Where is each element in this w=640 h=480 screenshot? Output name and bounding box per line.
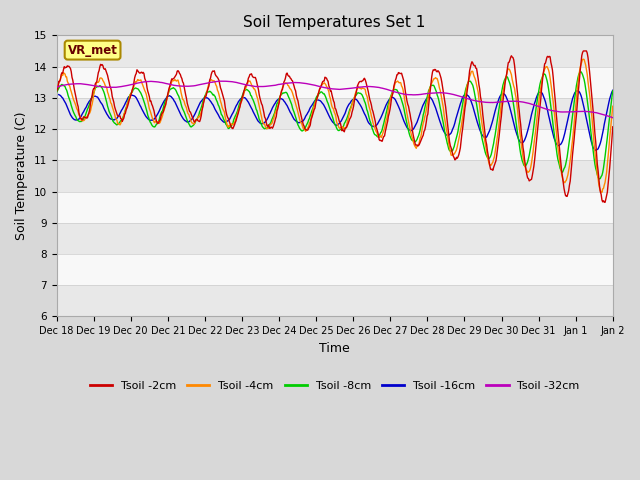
- Tsoil -8cm: [63, 87, 70, 93]
- Tsoil -2cm: [579, 48, 587, 54]
- Y-axis label: Soil Temperature (C): Soil Temperature (C): [15, 112, 28, 240]
- X-axis label: Time: Time: [319, 342, 350, 355]
- Bar: [56, 36, 612, 67]
- Tsoil -4cm: [403, 106, 410, 112]
- Tsoil -32cm: [206, 80, 214, 85]
- Tsoil -4cm: [177, 85, 184, 91]
- Tsoil -8cm: [177, 98, 184, 104]
- Tsoil -2cm: [609, 124, 616, 130]
- Tsoil -16cm: [177, 111, 184, 117]
- Tsoil -4cm: [52, 87, 60, 93]
- Tsoil -32cm: [52, 84, 60, 90]
- Bar: [56, 98, 612, 129]
- Bar: [56, 160, 612, 192]
- Tsoil -8cm: [52, 90, 60, 96]
- Tsoil -32cm: [419, 91, 427, 97]
- Bar: [56, 254, 612, 285]
- Tsoil -16cm: [609, 87, 616, 93]
- Bar: [56, 285, 612, 316]
- Tsoil -32cm: [220, 78, 227, 84]
- Tsoil -16cm: [403, 123, 410, 129]
- Tsoil -32cm: [177, 83, 184, 89]
- Tsoil -4cm: [598, 190, 605, 195]
- Tsoil -4cm: [63, 74, 70, 80]
- Tsoil -32cm: [609, 115, 616, 120]
- Legend: Tsoil -2cm, Tsoil -4cm, Tsoil -8cm, Tsoil -16cm, Tsoil -32cm: Tsoil -2cm, Tsoil -4cm, Tsoil -8cm, Tsoi…: [85, 376, 584, 395]
- Tsoil -16cm: [419, 104, 426, 109]
- Line: Tsoil -32cm: Tsoil -32cm: [56, 81, 612, 118]
- Tsoil -2cm: [120, 115, 127, 121]
- Tsoil -2cm: [403, 94, 410, 99]
- Tsoil -2cm: [419, 134, 426, 140]
- Tsoil -2cm: [177, 72, 184, 77]
- Tsoil -2cm: [206, 77, 214, 83]
- Bar: [56, 192, 612, 223]
- Tsoil -8cm: [419, 117, 426, 122]
- Tsoil -2cm: [601, 200, 609, 205]
- Tsoil -8cm: [120, 112, 127, 118]
- Line: Tsoil -16cm: Tsoil -16cm: [56, 90, 612, 150]
- Tsoil -16cm: [592, 147, 600, 153]
- Tsoil -4cm: [206, 78, 214, 84]
- Bar: [56, 223, 612, 254]
- Text: VR_met: VR_met: [68, 44, 118, 57]
- Tsoil -16cm: [206, 97, 214, 103]
- Tsoil -32cm: [403, 92, 411, 97]
- Line: Tsoil -2cm: Tsoil -2cm: [56, 51, 612, 203]
- Tsoil -16cm: [52, 92, 60, 98]
- Bar: [56, 67, 612, 98]
- Tsoil -32cm: [63, 82, 70, 87]
- Line: Tsoil -8cm: Tsoil -8cm: [56, 72, 612, 179]
- Tsoil -32cm: [120, 84, 127, 89]
- Title: Soil Temperatures Set 1: Soil Temperatures Set 1: [243, 15, 426, 30]
- Tsoil -4cm: [419, 124, 426, 130]
- Bar: [56, 129, 612, 160]
- Tsoil -16cm: [63, 103, 70, 108]
- Tsoil -8cm: [609, 88, 616, 94]
- Tsoil -8cm: [403, 118, 410, 123]
- Tsoil -8cm: [596, 176, 604, 182]
- Tsoil -2cm: [52, 88, 60, 94]
- Tsoil -8cm: [577, 69, 585, 75]
- Tsoil -4cm: [579, 56, 587, 62]
- Tsoil -4cm: [609, 103, 616, 109]
- Tsoil -2cm: [63, 64, 70, 70]
- Tsoil -4cm: [120, 112, 127, 118]
- Line: Tsoil -4cm: Tsoil -4cm: [56, 59, 612, 192]
- Tsoil -16cm: [120, 104, 127, 109]
- Tsoil -8cm: [206, 88, 214, 94]
